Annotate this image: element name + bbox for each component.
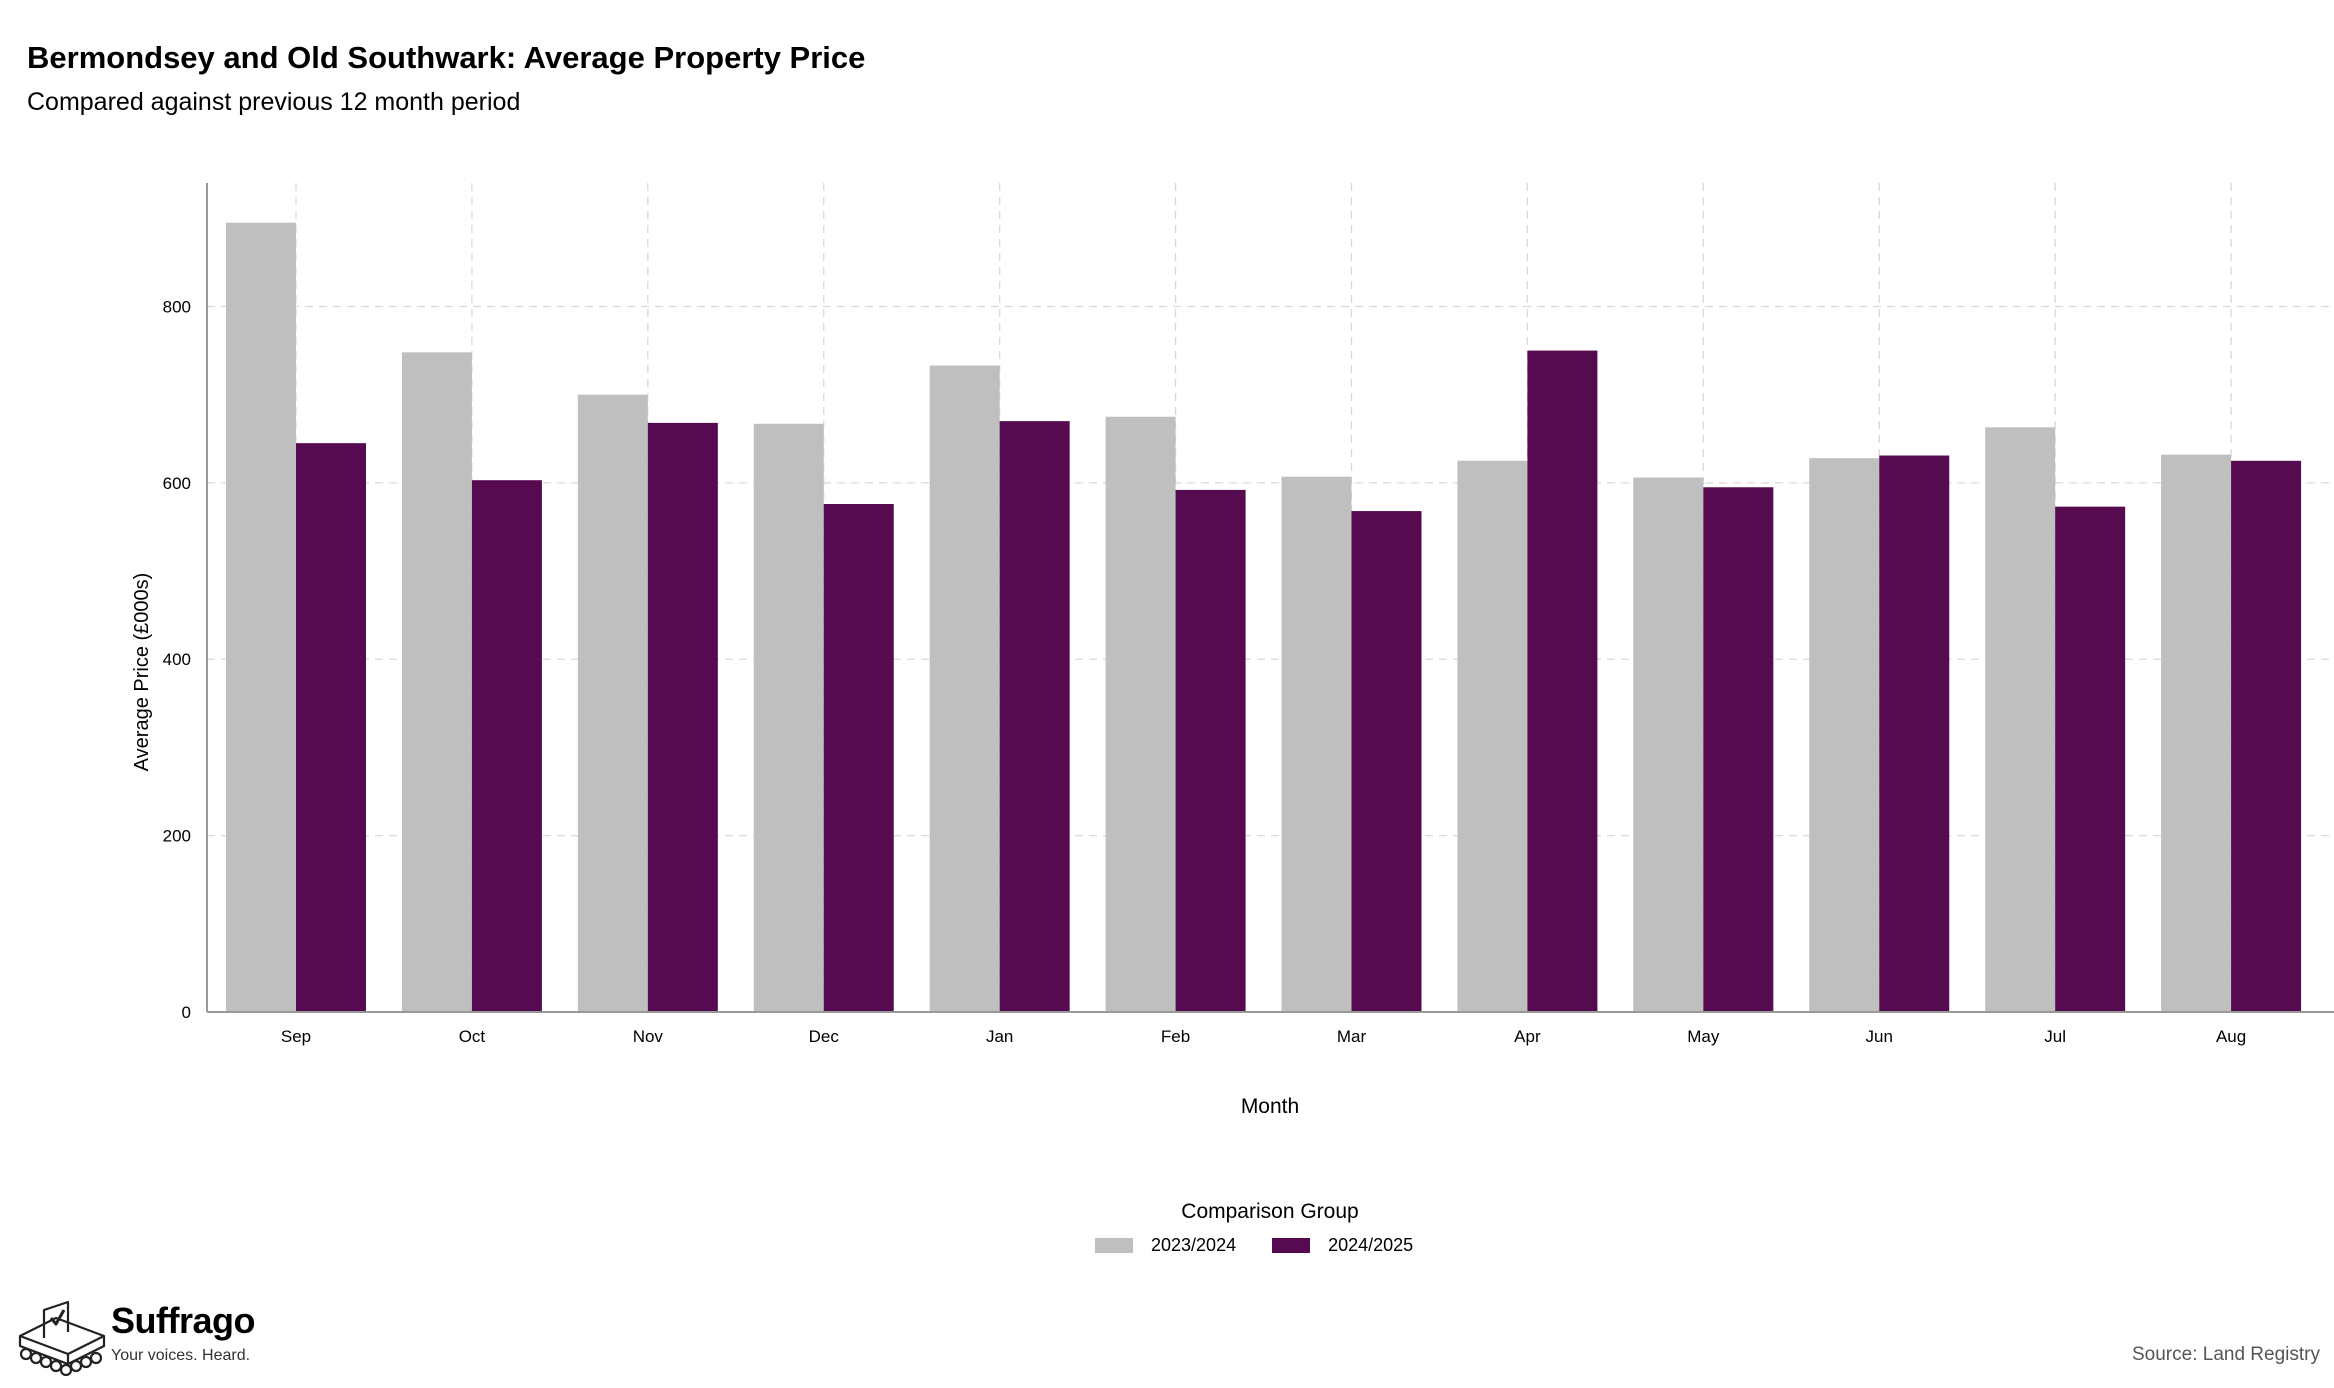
legend-label: 2024/2025 [1328,1235,1414,1255]
bar-2024-2025-nov [647,422,718,1012]
y-axis-label: Average Price (£000s) [131,573,153,772]
y-tick-label: 0 [182,1003,191,1022]
bar-2023-2024-nov [577,394,648,1013]
x-tick-label: Mar [1337,1027,1367,1046]
x-tick-label: May [1687,1027,1720,1046]
bar-2024-2025-may [1703,487,1774,1013]
bars [226,222,2302,1013]
brand-tagline: Your voices. Heard. [111,1347,251,1364]
bar-2024-2025-aug [2231,460,2302,1012]
x-tick-label: Apr [1514,1027,1541,1046]
y-tick-label: 600 [163,474,191,493]
x-tick-label: Sep [281,1027,311,1046]
x-tick-label: Dec [809,1027,840,1046]
bar-2023-2024-apr [1457,460,1528,1012]
x-tick-label: Jun [1866,1027,1893,1046]
legend-item: 2023/2024 [1095,1235,1236,1256]
legend-item: 2024/2025 [1272,1235,1413,1256]
bar-2023-2024-jan [929,365,1000,1012]
bar-2023-2024-jun [1809,458,1880,1012]
axes: 0 200 400 600 800 Sep Oct Nov Dec Jan Feb Mar Apr May… [163,183,2334,1046]
legend-swatch [1272,1238,1311,1253]
y-tick-label: 200 [163,827,191,846]
legend-title: Comparison Group [1181,1200,1359,1223]
bar-2024-2025-jun [1879,455,1950,1012]
legend-swatch [1095,1238,1133,1253]
chart-title: Bermondsey and Old Southwark: Average Pr… [27,40,866,75]
bar-2024-2025-jul [2055,506,2126,1012]
brand-name: Suffrago [111,1300,256,1341]
source-note: Source: Land Registry [2132,1344,2320,1365]
y-tick-label: 800 [163,297,191,316]
bar-2023-2024-aug [2161,454,2232,1013]
bar-2024-2025-feb [1175,489,1246,1012]
bar-chart: 0 200 400 600 800 Sep Oct Nov Dec Jan Feb Mar Apr May… [131,183,2334,1118]
y-tick-label: 400 [163,650,191,669]
bar-2023-2024-feb [1105,416,1176,1012]
x-tick-label: Feb [1161,1027,1190,1046]
bar-2023-2024-oct [401,352,472,1013]
x-tick-label: Jul [2044,1027,2066,1046]
x-tick-label: Jan [986,1027,1013,1046]
bar-2024-2025-jan [999,421,1070,1012]
legend: 2023/2024 2024/2025 [1095,1235,1449,1256]
legend-label: 2023/2024 [1151,1235,1237,1255]
ballot-box-icon [18,1300,106,1376]
bar-2024-2025-dec [823,504,894,1012]
x-tick-label: Oct [459,1027,486,1046]
bar-2023-2024-mar [1281,476,1352,1012]
x-tick-label: Aug [2216,1027,2246,1046]
bar-2024-2025-apr [1527,350,1598,1012]
bar-2023-2024-jul [1985,427,2056,1013]
bar-2023-2024-dec [753,423,824,1012]
chart-subtitle: Compared against previous 12 month perio… [27,88,521,116]
bar-2024-2025-sep [296,443,366,1012]
bar-2024-2025-mar [1351,511,1422,1012]
bar-2024-2025-oct [471,480,542,1012]
x-axis-label: Month [1241,1095,1299,1118]
bar-2023-2024-may [1633,477,1704,1012]
bar-2023-2024-sep [226,222,296,1013]
x-tick-label: Nov [633,1027,664,1046]
